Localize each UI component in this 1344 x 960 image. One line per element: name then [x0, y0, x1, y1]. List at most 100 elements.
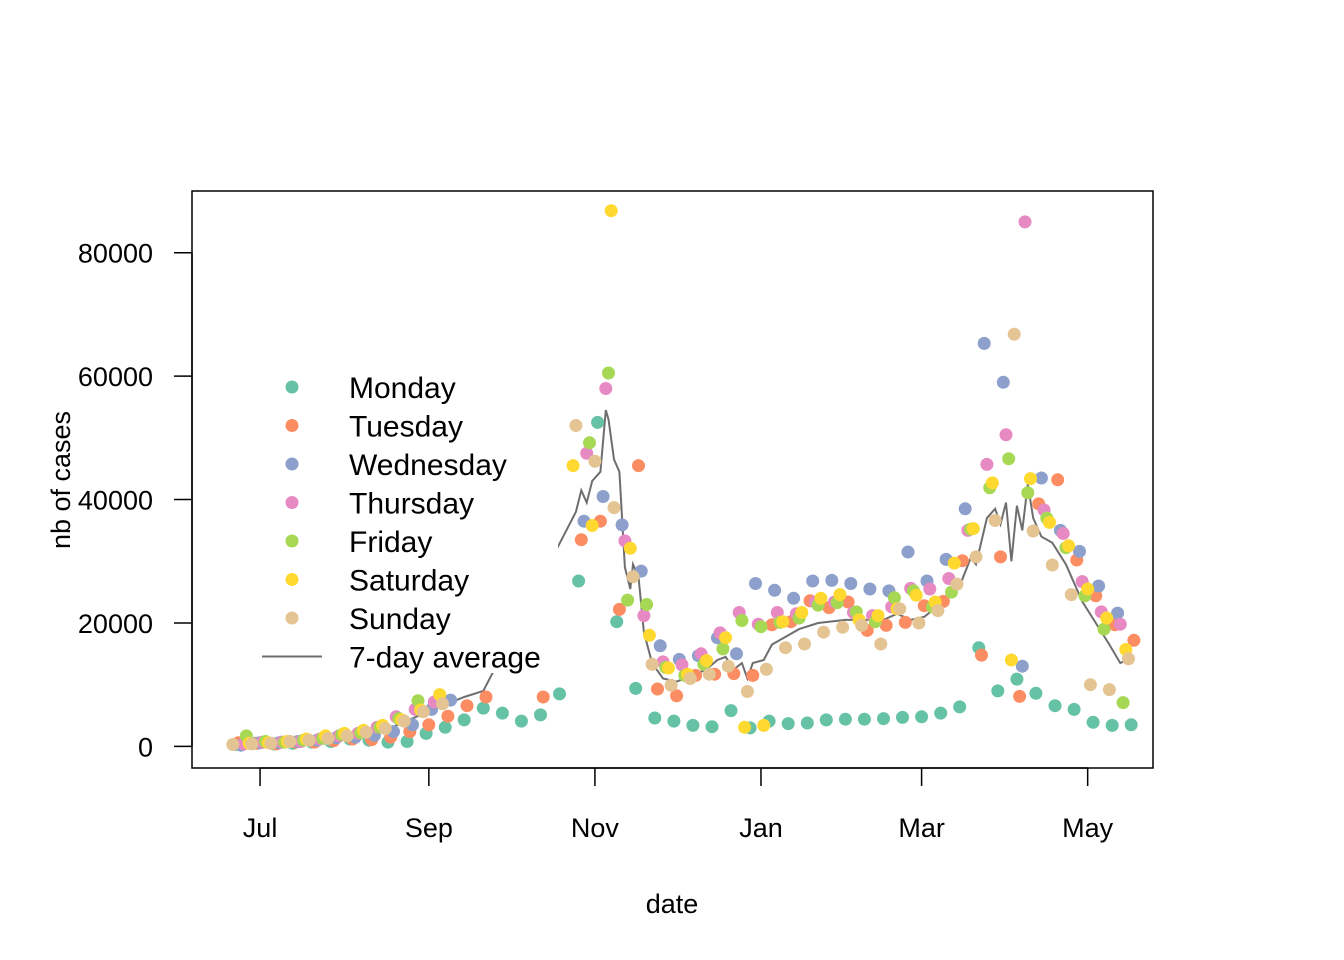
- point-friday: [602, 366, 615, 380]
- legend-marker-friday: [285, 534, 299, 548]
- point-wednesday: [653, 639, 667, 653]
- point-monday: [476, 701, 490, 715]
- point-tuesday: [994, 550, 1007, 564]
- point-sunday: [645, 657, 659, 671]
- point-monday: [629, 681, 643, 695]
- legend-label-tuesday: Tuesday: [349, 411, 463, 444]
- y-tick-label: 40000: [78, 486, 153, 516]
- point-monday: [1105, 718, 1119, 732]
- series-sunday: [226, 327, 1135, 751]
- point-tuesday: [975, 648, 988, 662]
- point-thursday: [923, 582, 937, 596]
- point-monday: [648, 711, 662, 725]
- point-saturday: [566, 459, 580, 473]
- point-saturday: [833, 588, 847, 602]
- point-wednesday: [730, 647, 743, 661]
- x-tick-label: Mar: [898, 813, 945, 843]
- point-sunday: [607, 501, 621, 515]
- y-axis: 0 20000 40000 60000 80000: [78, 239, 193, 762]
- legend-label-saturday: Saturday: [349, 565, 469, 598]
- point-tuesday: [746, 668, 760, 682]
- point-wednesday: [977, 336, 991, 350]
- point-tuesday: [898, 615, 912, 629]
- point-monday: [934, 706, 948, 720]
- point-sunday: [321, 731, 335, 745]
- point-monday: [553, 687, 566, 701]
- legend-marker-monday: [285, 380, 299, 394]
- point-saturday: [909, 588, 923, 602]
- point-monday: [457, 713, 471, 727]
- point-sunday: [397, 714, 411, 728]
- points-layer: [226, 204, 1141, 752]
- point-sunday: [283, 735, 297, 748]
- point-wednesday: [901, 545, 915, 559]
- point-monday: [667, 714, 681, 728]
- legend-marker-sunday: [285, 611, 299, 625]
- point-saturday: [719, 631, 733, 645]
- point-sunday: [969, 550, 983, 564]
- y-tick-label: 80000: [78, 239, 153, 269]
- point-monday: [877, 712, 890, 726]
- point-sunday: [340, 729, 354, 743]
- y-tick-label: 20000: [78, 609, 153, 639]
- point-monday: [896, 710, 909, 724]
- point-sunday: [436, 697, 449, 711]
- point-tuesday: [1127, 633, 1141, 647]
- point-saturday: [700, 654, 713, 668]
- point-monday: [991, 684, 1005, 698]
- point-sunday: [302, 733, 316, 747]
- point-friday: [887, 591, 901, 605]
- point-wednesday: [863, 582, 877, 596]
- point-friday: [716, 642, 730, 656]
- legend-marker-thursday: [285, 496, 299, 509]
- point-saturday: [757, 718, 771, 732]
- point-saturday: [814, 591, 828, 605]
- point-wednesday: [768, 583, 782, 597]
- point-monday: [1124, 718, 1138, 732]
- point-tuesday: [632, 459, 645, 473]
- point-monday: [953, 700, 967, 714]
- point-monday: [819, 713, 833, 727]
- point-sunday: [626, 570, 640, 584]
- point-tuesday: [441, 709, 455, 723]
- point-thursday: [1113, 617, 1127, 631]
- legend-label-7-day-average: 7-day average: [349, 642, 541, 675]
- point-saturday: [623, 541, 637, 555]
- point-thursday: [980, 457, 994, 471]
- point-sunday: [1083, 678, 1097, 692]
- point-monday: [724, 704, 738, 718]
- point-friday: [1021, 486, 1035, 500]
- point-sunday: [721, 659, 735, 673]
- point-friday: [754, 620, 768, 634]
- point-wednesday: [844, 577, 858, 590]
- point-sunday: [1045, 558, 1059, 572]
- point-sunday: [893, 602, 907, 616]
- point-saturday: [947, 556, 961, 570]
- point-tuesday: [1051, 473, 1065, 487]
- point-sunday: [1026, 524, 1040, 538]
- point-saturday: [661, 661, 675, 675]
- legend-marker-wednesday: [285, 457, 299, 471]
- point-saturday: [738, 720, 752, 734]
- point-monday: [610, 615, 624, 629]
- point-saturday: [1100, 611, 1114, 625]
- point-wednesday: [806, 574, 820, 588]
- point-wednesday: [749, 577, 762, 590]
- point-sunday: [912, 616, 926, 630]
- y-tick-label: 0: [138, 732, 153, 762]
- point-monday: [400, 735, 414, 748]
- point-sunday: [569, 419, 583, 432]
- x-tick-label: Jul: [243, 813, 278, 843]
- point-monday: [915, 710, 929, 724]
- point-wednesday: [787, 591, 801, 605]
- point-friday: [583, 436, 596, 450]
- point-wednesday: [825, 573, 839, 587]
- point-sunday: [855, 618, 869, 632]
- point-sunday: [779, 641, 792, 655]
- point-wednesday: [958, 502, 972, 516]
- legend-box: [258, 368, 558, 673]
- legend-label-friday: Friday: [349, 526, 432, 559]
- point-tuesday: [460, 699, 474, 713]
- point-saturday: [642, 628, 656, 642]
